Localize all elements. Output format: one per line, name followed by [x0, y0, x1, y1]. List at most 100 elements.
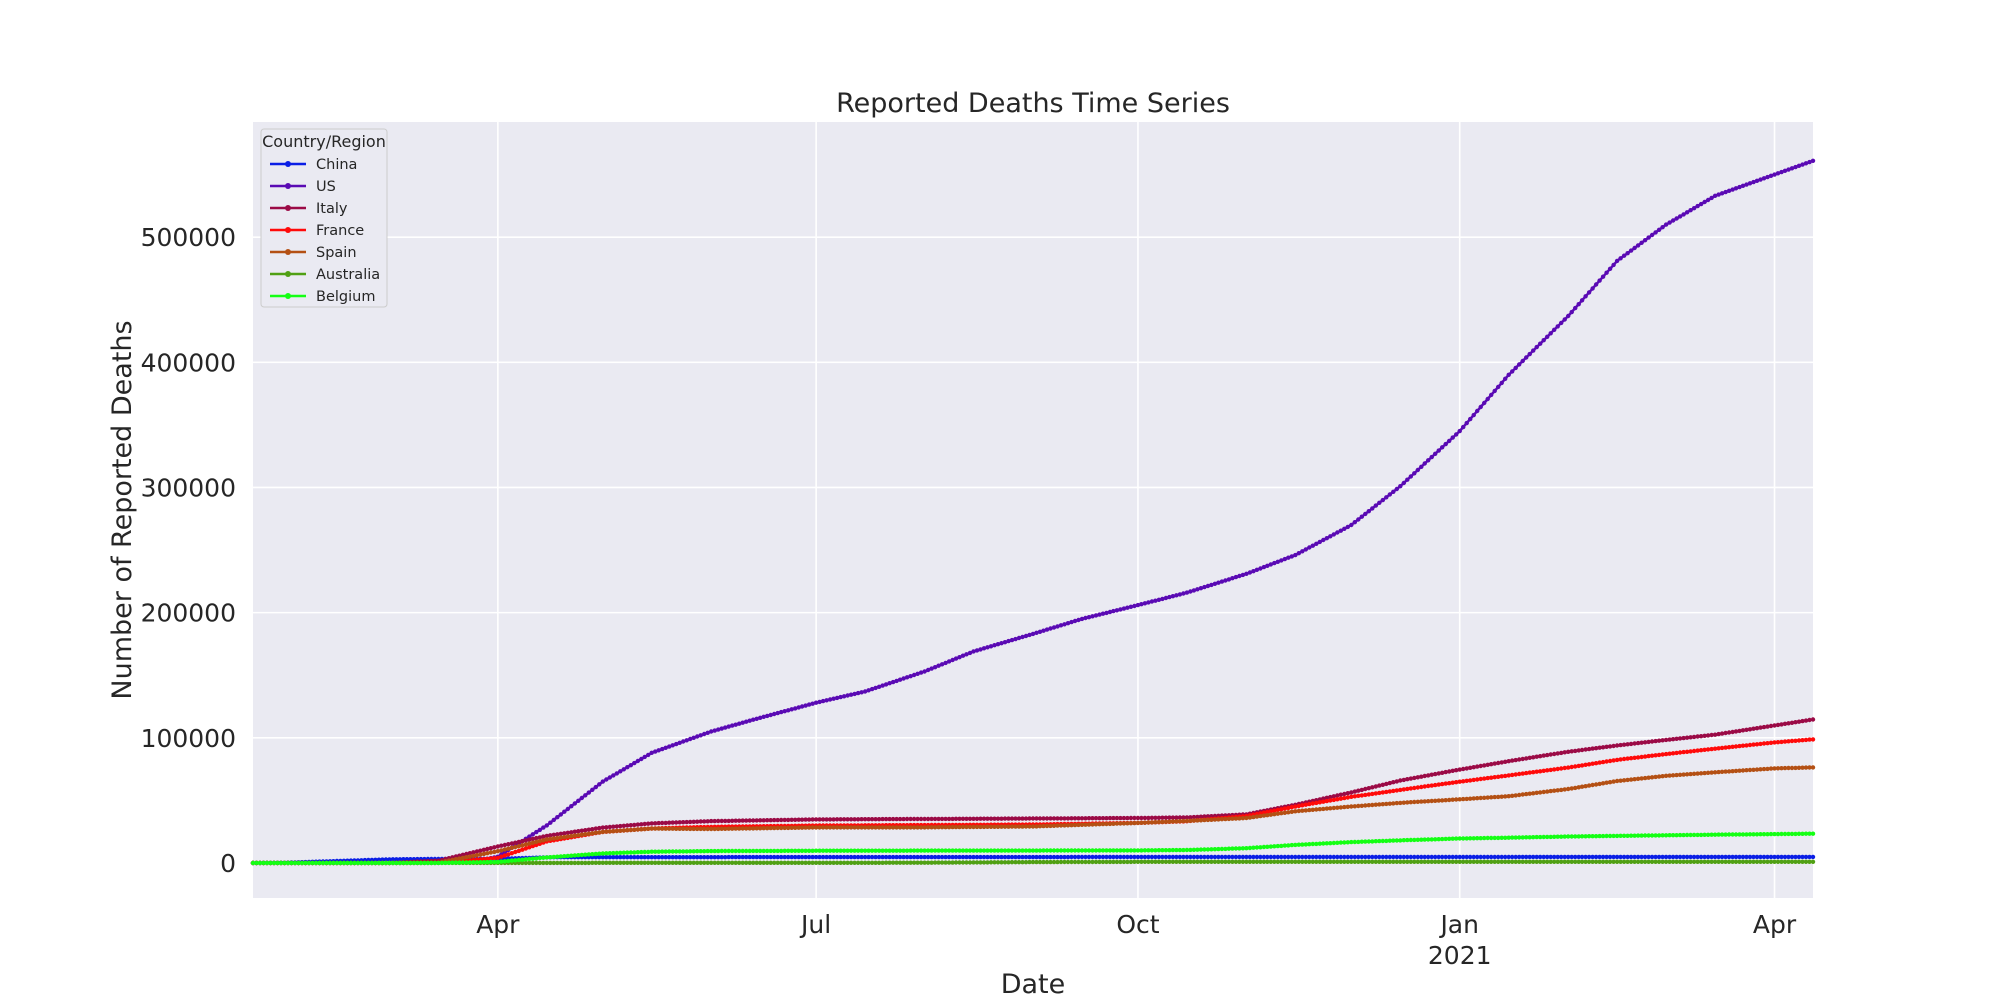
data-point: [957, 816, 962, 821]
data-point: [649, 860, 654, 865]
data-point: [978, 854, 983, 860]
data-point: [604, 860, 609, 865]
data-point: [509, 851, 514, 856]
data-point: [1579, 763, 1585, 768]
data-point: [1807, 159, 1812, 165]
data-point: [806, 817, 812, 822]
data-point: [684, 738, 689, 743]
data-point: [681, 739, 686, 744]
data-point: [1275, 854, 1281, 860]
data-point: [1646, 739, 1651, 745]
data-point: [1342, 854, 1347, 860]
data-point: [1534, 854, 1539, 860]
data-point: [1447, 797, 1452, 803]
data-point: [1272, 854, 1277, 860]
data-point: [862, 825, 868, 830]
data-point: [593, 851, 598, 857]
data-point: [1373, 784, 1379, 789]
data-point: [1579, 834, 1585, 839]
data-point: [1219, 579, 1225, 584]
data-point: [1226, 816, 1232, 822]
data-point: [1684, 735, 1690, 740]
x-tick-label: Jan: [1438, 910, 1479, 939]
data-point: [747, 860, 752, 865]
data-point: [911, 672, 917, 678]
data-point: [1653, 738, 1658, 744]
data-point: [1412, 775, 1417, 781]
data-point: [1562, 765, 1567, 771]
data-point: [1503, 859, 1508, 864]
data-point: [1531, 348, 1536, 353]
data-point: [516, 848, 521, 854]
data-point: [1191, 854, 1197, 860]
data-point: [520, 857, 525, 862]
legend-label: Australia: [316, 267, 380, 283]
data-point: [1090, 614, 1095, 619]
data-point: [667, 820, 672, 825]
data-point: [1419, 799, 1424, 804]
data-point: [1597, 745, 1602, 750]
data-point: [1366, 859, 1372, 864]
data-point: [1034, 816, 1039, 821]
data-point: [1496, 854, 1501, 860]
data-point: [1712, 854, 1718, 860]
data-point: [1251, 814, 1256, 820]
data-point: [1621, 742, 1627, 747]
data-point: [1370, 854, 1375, 860]
data-point: [663, 826, 668, 831]
data-point: [597, 860, 602, 865]
data-point: [806, 860, 812, 865]
data-point: [1670, 737, 1676, 742]
data-point: [506, 858, 511, 864]
data-point: [841, 854, 847, 860]
data-point: [1310, 807, 1316, 812]
data-point: [1677, 854, 1683, 860]
data-point: [1062, 823, 1067, 828]
data-point: [786, 708, 791, 713]
data-point: [1754, 742, 1760, 747]
data-point: [1611, 779, 1616, 784]
data-point: [1261, 844, 1267, 850]
data-point: [946, 825, 952, 830]
data-point: [597, 782, 602, 787]
data-point: [866, 860, 871, 865]
data-point: [663, 849, 668, 854]
data-point: [1356, 859, 1361, 864]
data-point: [1195, 818, 1200, 823]
data-point: [1464, 859, 1469, 864]
data-point: [1733, 859, 1739, 864]
data-point: [1772, 859, 1777, 864]
data-point: [848, 848, 854, 853]
data-point: [1093, 854, 1099, 860]
data-point: [754, 848, 759, 854]
data-point: [1737, 768, 1742, 773]
data-point: [967, 860, 973, 865]
data-point: [1670, 833, 1676, 838]
data-point: [1447, 836, 1452, 841]
data-point: [1027, 854, 1032, 860]
data-point: [1324, 806, 1330, 811]
data-point: [894, 860, 899, 865]
data-point: [282, 860, 287, 866]
data-point: [1307, 801, 1312, 807]
data-point: [751, 860, 756, 865]
data-point: [1702, 854, 1707, 860]
data-point: [1331, 854, 1337, 860]
data-point: [1069, 848, 1074, 853]
data-point: [1135, 602, 1141, 608]
data-point: [334, 860, 340, 866]
data-point: [1345, 854, 1351, 860]
data-point: [1163, 815, 1169, 820]
data-point: [355, 860, 361, 866]
data-point: [453, 857, 459, 862]
data-point: [1698, 201, 1704, 207]
data-point: [1415, 799, 1421, 804]
data-point: [530, 840, 535, 845]
data-point: [569, 830, 574, 835]
data-point: [1076, 816, 1081, 821]
data-point: [569, 860, 574, 866]
data-point: [1405, 859, 1410, 864]
data-point: [1055, 859, 1060, 865]
data-point: [1548, 834, 1553, 840]
data-point: [1810, 717, 1816, 722]
